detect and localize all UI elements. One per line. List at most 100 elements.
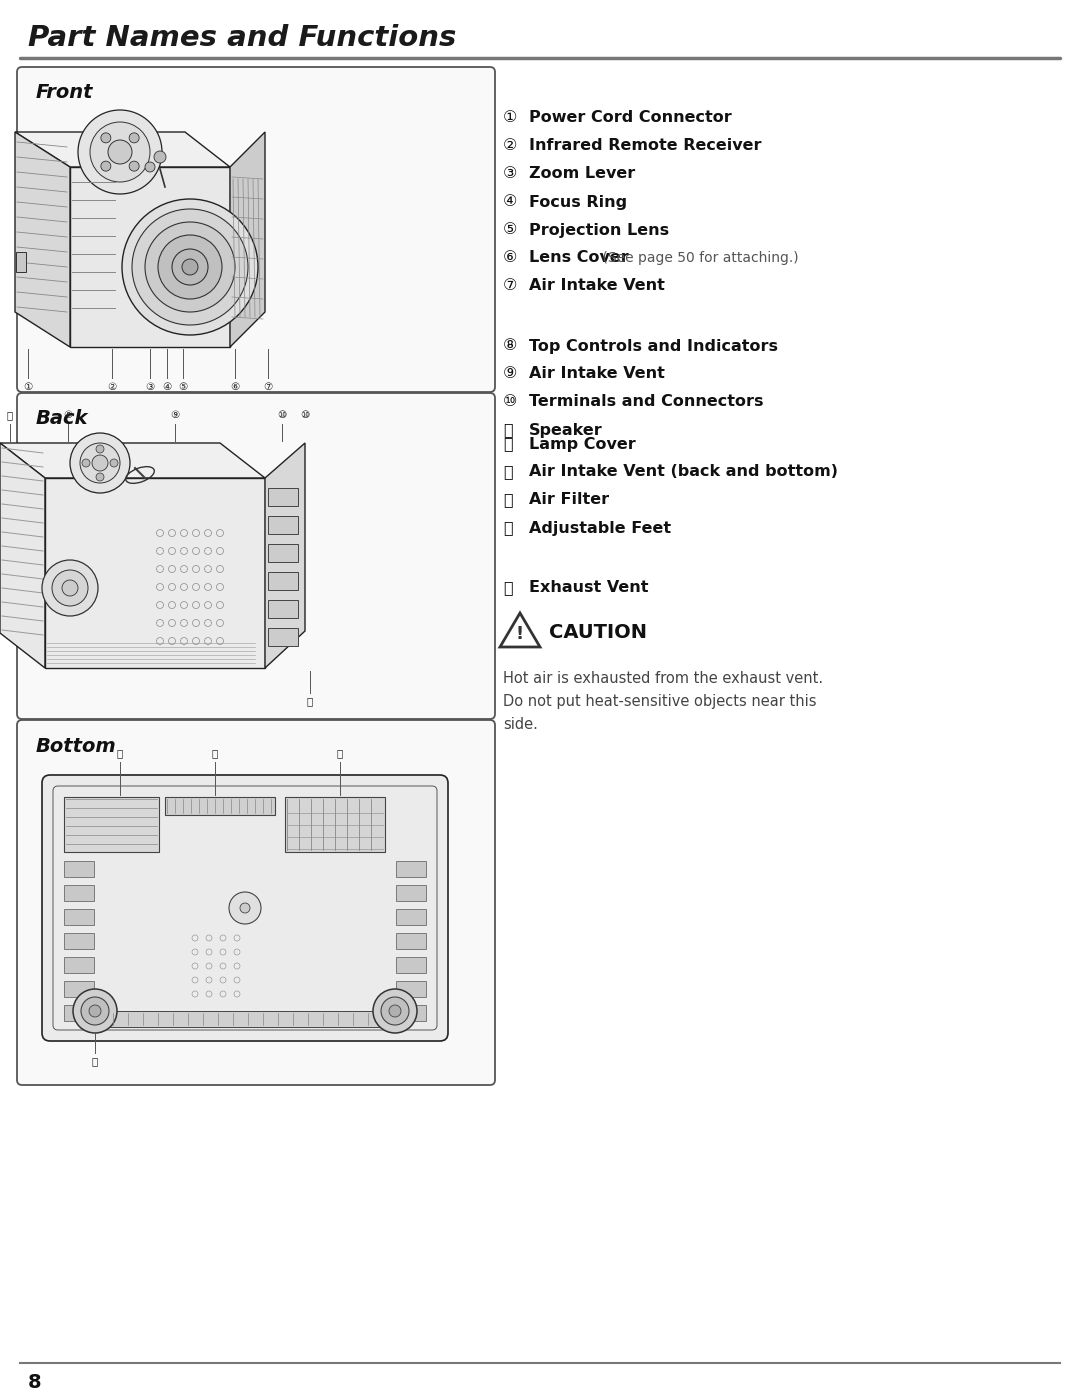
Text: ⑤: ⑤ bbox=[503, 222, 517, 237]
Circle shape bbox=[154, 151, 166, 163]
Text: Air Intake Vent (back and bottom): Air Intake Vent (back and bottom) bbox=[529, 464, 838, 479]
Text: ⑩: ⑩ bbox=[503, 394, 517, 409]
Circle shape bbox=[122, 198, 258, 335]
Text: ④: ④ bbox=[503, 194, 517, 210]
Text: ①: ① bbox=[503, 110, 517, 126]
Text: (See page 50 for attaching.): (See page 50 for attaching.) bbox=[598, 251, 798, 265]
Circle shape bbox=[62, 580, 78, 597]
Circle shape bbox=[183, 258, 198, 275]
Text: Lamp Cover: Lamp Cover bbox=[529, 436, 636, 451]
Text: Hot air is exhausted from the exhaust vent.
Do not put heat-sensitive objects ne: Hot air is exhausted from the exhaust ve… bbox=[503, 671, 823, 732]
Bar bbox=[268, 629, 298, 645]
Text: Air Filter: Air Filter bbox=[529, 493, 609, 507]
Bar bbox=[268, 543, 298, 562]
Polygon shape bbox=[0, 443, 45, 668]
Text: 8: 8 bbox=[28, 1372, 42, 1391]
Text: ⑦: ⑦ bbox=[264, 381, 272, 393]
Text: ⑮: ⑮ bbox=[503, 521, 513, 535]
Text: Air Intake Vent: Air Intake Vent bbox=[529, 278, 665, 293]
Text: ⑤: ⑤ bbox=[178, 381, 188, 393]
Circle shape bbox=[100, 161, 111, 172]
Text: ②: ② bbox=[107, 381, 117, 393]
Bar bbox=[396, 861, 426, 877]
Bar bbox=[64, 1004, 94, 1021]
FancyBboxPatch shape bbox=[42, 775, 448, 1041]
Text: Focus Ring: Focus Ring bbox=[529, 194, 627, 210]
Text: Back: Back bbox=[36, 409, 89, 429]
Text: !: ! bbox=[516, 624, 524, 643]
Text: Air Intake Vent: Air Intake Vent bbox=[529, 366, 665, 381]
Circle shape bbox=[145, 222, 235, 312]
FancyBboxPatch shape bbox=[17, 719, 495, 1085]
Text: ⑬: ⑬ bbox=[503, 464, 513, 479]
Text: ⑥: ⑥ bbox=[503, 250, 517, 265]
Circle shape bbox=[96, 446, 104, 453]
Bar bbox=[396, 886, 426, 901]
Circle shape bbox=[81, 997, 109, 1025]
Text: Exhaust Vent: Exhaust Vent bbox=[529, 581, 648, 595]
Bar bbox=[64, 861, 94, 877]
Circle shape bbox=[90, 122, 150, 182]
Text: ⑮: ⑮ bbox=[92, 1056, 98, 1066]
Polygon shape bbox=[265, 443, 305, 668]
Bar bbox=[16, 251, 26, 272]
Text: Infrared Remote Receiver: Infrared Remote Receiver bbox=[529, 138, 761, 154]
Circle shape bbox=[158, 235, 222, 299]
Text: Adjustable Feet: Adjustable Feet bbox=[529, 521, 671, 535]
Text: Power Cord Connector: Power Cord Connector bbox=[529, 110, 732, 126]
Bar bbox=[268, 515, 298, 534]
Text: ⑪: ⑪ bbox=[307, 696, 313, 705]
Circle shape bbox=[110, 460, 118, 467]
Circle shape bbox=[70, 433, 130, 493]
Text: Lens Cover: Lens Cover bbox=[529, 250, 629, 265]
Text: ⑧: ⑧ bbox=[64, 409, 72, 420]
Polygon shape bbox=[15, 131, 70, 346]
Polygon shape bbox=[230, 131, 265, 346]
Circle shape bbox=[92, 455, 108, 471]
Text: Bottom: Bottom bbox=[36, 736, 117, 756]
Circle shape bbox=[373, 989, 417, 1032]
Text: ②: ② bbox=[503, 138, 517, 154]
Text: ⑫: ⑫ bbox=[503, 436, 513, 451]
Circle shape bbox=[229, 893, 261, 923]
Circle shape bbox=[381, 997, 409, 1025]
Bar bbox=[64, 798, 159, 852]
Text: ⑭: ⑭ bbox=[337, 747, 343, 759]
Text: ⑦: ⑦ bbox=[503, 278, 517, 293]
Bar bbox=[396, 909, 426, 925]
Text: Speaker: Speaker bbox=[529, 422, 603, 437]
Circle shape bbox=[82, 460, 90, 467]
Circle shape bbox=[100, 133, 111, 142]
Text: ⑩: ⑩ bbox=[300, 409, 310, 420]
Text: Top Controls and Indicators: Top Controls and Indicators bbox=[529, 338, 778, 353]
Bar bbox=[110, 1011, 380, 1027]
Bar bbox=[396, 1004, 426, 1021]
Text: Part Names and Functions: Part Names and Functions bbox=[28, 24, 457, 52]
Text: Terminals and Connectors: Terminals and Connectors bbox=[529, 394, 764, 409]
Bar bbox=[64, 933, 94, 949]
Bar bbox=[64, 909, 94, 925]
Circle shape bbox=[130, 133, 139, 142]
Bar bbox=[165, 798, 275, 814]
Bar bbox=[268, 599, 298, 617]
Circle shape bbox=[240, 902, 249, 914]
Text: ⑯: ⑯ bbox=[503, 581, 513, 595]
Bar bbox=[396, 957, 426, 972]
Bar bbox=[64, 957, 94, 972]
Circle shape bbox=[42, 560, 98, 616]
Text: ⑫: ⑫ bbox=[117, 747, 123, 759]
Circle shape bbox=[132, 210, 248, 326]
Polygon shape bbox=[45, 478, 265, 668]
Text: ⑧: ⑧ bbox=[503, 338, 517, 353]
Text: ①: ① bbox=[24, 381, 32, 393]
Bar bbox=[396, 981, 426, 997]
Bar bbox=[64, 886, 94, 901]
Polygon shape bbox=[70, 168, 230, 346]
Text: ⑨: ⑨ bbox=[171, 409, 179, 420]
Circle shape bbox=[172, 249, 208, 285]
Text: ③: ③ bbox=[503, 166, 517, 182]
Text: Zoom Lever: Zoom Lever bbox=[529, 166, 635, 182]
Circle shape bbox=[78, 110, 162, 194]
Circle shape bbox=[73, 989, 117, 1032]
Circle shape bbox=[80, 443, 120, 483]
